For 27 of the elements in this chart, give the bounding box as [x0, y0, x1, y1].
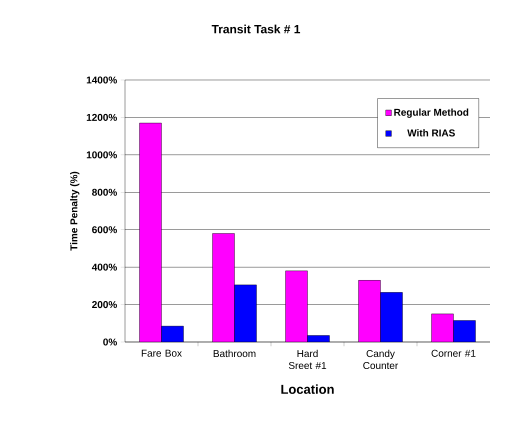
bar	[285, 270, 308, 342]
x-axis-title: Location	[281, 384, 334, 394]
y-tick-label: 600%	[92, 226, 117, 234]
legend-label: With RIAS	[407, 129, 455, 136]
y-tick-label: 400%	[92, 264, 117, 271]
y-tick-label: 0%	[103, 338, 117, 346]
x-tick-label: Bathroom	[214, 350, 256, 358]
chart-title: Transit Task # 1	[212, 24, 300, 34]
bar	[139, 122, 162, 342]
y-tick-label: 200%	[92, 301, 117, 308]
y-tick-label: 800%	[92, 188, 117, 196]
x-tick-label: Corner #1	[432, 350, 476, 357]
bar	[380, 292, 403, 342]
bar	[431, 314, 454, 342]
y-tick-label: 1200%	[86, 114, 117, 121]
bar	[234, 284, 257, 342]
bar	[212, 233, 235, 342]
x-tick-label: Hard Sreet #1	[288, 350, 326, 370]
x-tick-label: Candy Counter	[363, 350, 398, 370]
y-axis-title: Time Penalty (%)	[70, 172, 80, 251]
bar	[358, 280, 381, 342]
bar	[453, 320, 476, 342]
y-tick-label: 1400%	[86, 76, 117, 84]
legend-label: Regular Method	[394, 108, 468, 118]
bar	[161, 326, 184, 342]
y-tick-label: 1000%	[86, 151, 117, 158]
x-tick-label: Fare Box	[142, 350, 182, 357]
